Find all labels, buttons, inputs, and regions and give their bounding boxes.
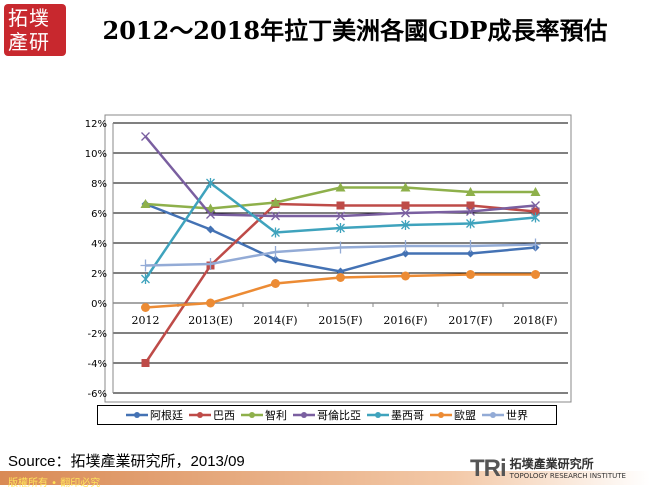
data-point (141, 359, 150, 367)
data-point (401, 220, 410, 230)
legend-label: 歐盟 (454, 409, 476, 422)
y-tick-label: -4% (88, 359, 107, 370)
source-note: Source：拓墣產業研究所，2013/09 (8, 453, 245, 470)
data-point (466, 249, 475, 258)
data-point (206, 210, 215, 219)
legend-swatch (482, 412, 504, 418)
data-point (206, 178, 215, 188)
y-tick-label: -2% (88, 329, 107, 340)
data-point (401, 201, 410, 210)
data-point (140, 259, 151, 272)
data-point (400, 182, 411, 192)
legend-item: 阿根廷 (126, 407, 183, 423)
data-point (335, 182, 346, 192)
legend-item: 歐盟 (430, 407, 476, 423)
x-tick-label: 2013(E) (188, 314, 233, 327)
data-point (335, 241, 346, 254)
data-point (271, 211, 280, 221)
chart-title: 2012～2018年拉丁美洲各國GDP成長率預估 (102, 16, 608, 45)
data-point (141, 274, 150, 284)
data-point (271, 227, 280, 238)
data-point (466, 207, 475, 216)
legend-item: 墨西哥 (367, 407, 424, 423)
data-point (466, 270, 475, 279)
y-tick-label: 4% (91, 239, 107, 250)
data-point (531, 207, 540, 216)
x-tick-label: 2014(F) (253, 314, 297, 327)
legend-swatch (241, 412, 263, 418)
y-tick-label: 12% (85, 119, 107, 130)
data-point (271, 255, 280, 264)
legend-item: 哥倫比亞 (293, 407, 361, 423)
data-point (531, 212, 540, 223)
legend-label: 阿根廷 (150, 409, 183, 422)
data-point (271, 279, 280, 288)
data-point (466, 201, 475, 210)
tri-logo: TRi 拓墣產業研究所 TOPOLOGY RESEARCH INSTITUTE (470, 455, 626, 483)
data-point (531, 201, 540, 210)
data-point (206, 298, 215, 308)
x-tick-label: 2015(F) (318, 314, 362, 327)
legend-item: 世界 (482, 407, 528, 423)
legend-swatch (367, 412, 389, 418)
y-tick-label: 0% (91, 299, 107, 310)
plot-frame (104, 114, 572, 403)
legend-swatch (126, 412, 148, 418)
y-tick-label: 8% (91, 179, 107, 190)
legend-label: 墨西哥 (391, 409, 424, 422)
y-tick-label: 6% (91, 209, 107, 220)
data-point (401, 249, 410, 258)
data-point (141, 303, 150, 312)
data-point (270, 246, 281, 258)
x-tick-label: 2017(F) (448, 314, 492, 327)
tri-logo-mark: TRi (470, 455, 507, 482)
data-point (336, 211, 345, 221)
legend-swatch (430, 412, 452, 418)
legend-item: 智利 (241, 407, 287, 423)
legend-label: 哥倫比亞 (317, 409, 361, 422)
tri-logo-sub: TOPOLOGY RESEARCH INSTITUTE (509, 471, 626, 480)
data-point (465, 187, 476, 196)
legend-label: 智利 (265, 409, 287, 422)
data-point (530, 187, 541, 196)
legend-label: 巴西 (213, 409, 235, 422)
legend-swatch (293, 412, 315, 418)
data-point (400, 240, 411, 252)
x-tick-label: 2018(F) (513, 314, 557, 327)
data-point (336, 223, 345, 233)
tri-logo-name: 拓墣產業研究所 (509, 456, 594, 471)
data-point (336, 273, 345, 282)
legend-item: 巴西 (189, 407, 235, 423)
y-tick-label: -6% (88, 389, 107, 400)
data-point (466, 218, 475, 229)
legend-label: 世界 (506, 409, 528, 422)
data-point (531, 270, 540, 279)
x-tick-label: 2012 (132, 314, 160, 327)
series-line-0 (145, 202, 536, 273)
copyright-text: 版權所有 • 翻印必究 (8, 478, 101, 489)
footer-bar: 版權所有 • 翻印必究 (0, 471, 650, 489)
data-point (140, 199, 151, 208)
logo: 拓墣 產研 (4, 4, 66, 56)
data-point (206, 225, 215, 234)
legend-swatch (189, 412, 211, 418)
data-point (530, 238, 541, 251)
data-point (401, 208, 410, 218)
data-point (270, 197, 281, 207)
data-point (205, 258, 216, 270)
data-point (401, 271, 410, 281)
data-point (465, 240, 476, 252)
data-point (141, 132, 150, 141)
y-tick-label: 10% (85, 149, 107, 160)
legend: 阿根廷 巴西 智利 哥倫比亞 墨西哥 歐盟 世界 (97, 405, 557, 425)
x-tick-label: 2016(F) (383, 314, 427, 327)
y-tick-label: 2% (91, 269, 107, 280)
data-point (336, 201, 345, 210)
